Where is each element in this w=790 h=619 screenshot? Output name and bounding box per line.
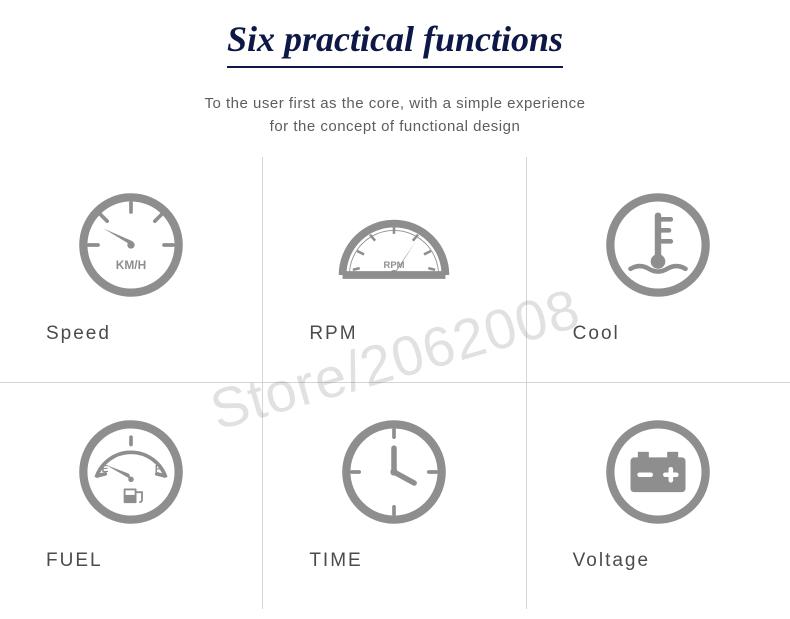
subtitle-line1: To the user first as the core, with a si…: [205, 95, 586, 112]
page-title: Six practical functions: [227, 0, 563, 68]
label-time: TIME: [263, 550, 362, 572]
subtitle: To the user first as the core, with a si…: [0, 92, 790, 139]
functions-grid: KM/H Speed RPM: [0, 157, 790, 609]
label-speed: Speed: [0, 323, 111, 345]
cell-speed: KM/H Speed: [0, 157, 263, 383]
subtitle-line2: for the concept of functional design: [270, 118, 521, 135]
cell-voltage: Voltage: [527, 383, 790, 609]
coolant-temp-icon: [598, 185, 718, 305]
battery-icon: [598, 412, 718, 532]
label-voltage: Voltage: [527, 550, 650, 572]
label-cool: Cool: [527, 323, 620, 345]
label-fuel: FUEL: [0, 550, 103, 572]
rpm-gauge-icon: RPM: [334, 185, 454, 305]
svg-text:RPM: RPM: [384, 259, 405, 270]
clock-icon: [334, 412, 454, 532]
label-rpm: RPM: [263, 323, 357, 345]
cell-time: TIME: [263, 383, 526, 609]
svg-text:KM/H: KM/H: [116, 258, 146, 272]
speed-gauge-icon: KM/H: [71, 185, 191, 305]
cell-fuel: E F FUEL: [0, 383, 263, 609]
fuel-gauge-icon: E F: [71, 412, 191, 532]
svg-text:F: F: [155, 464, 161, 475]
cell-rpm: RPM RPM: [263, 157, 526, 383]
cell-cool: Cool: [527, 157, 790, 383]
